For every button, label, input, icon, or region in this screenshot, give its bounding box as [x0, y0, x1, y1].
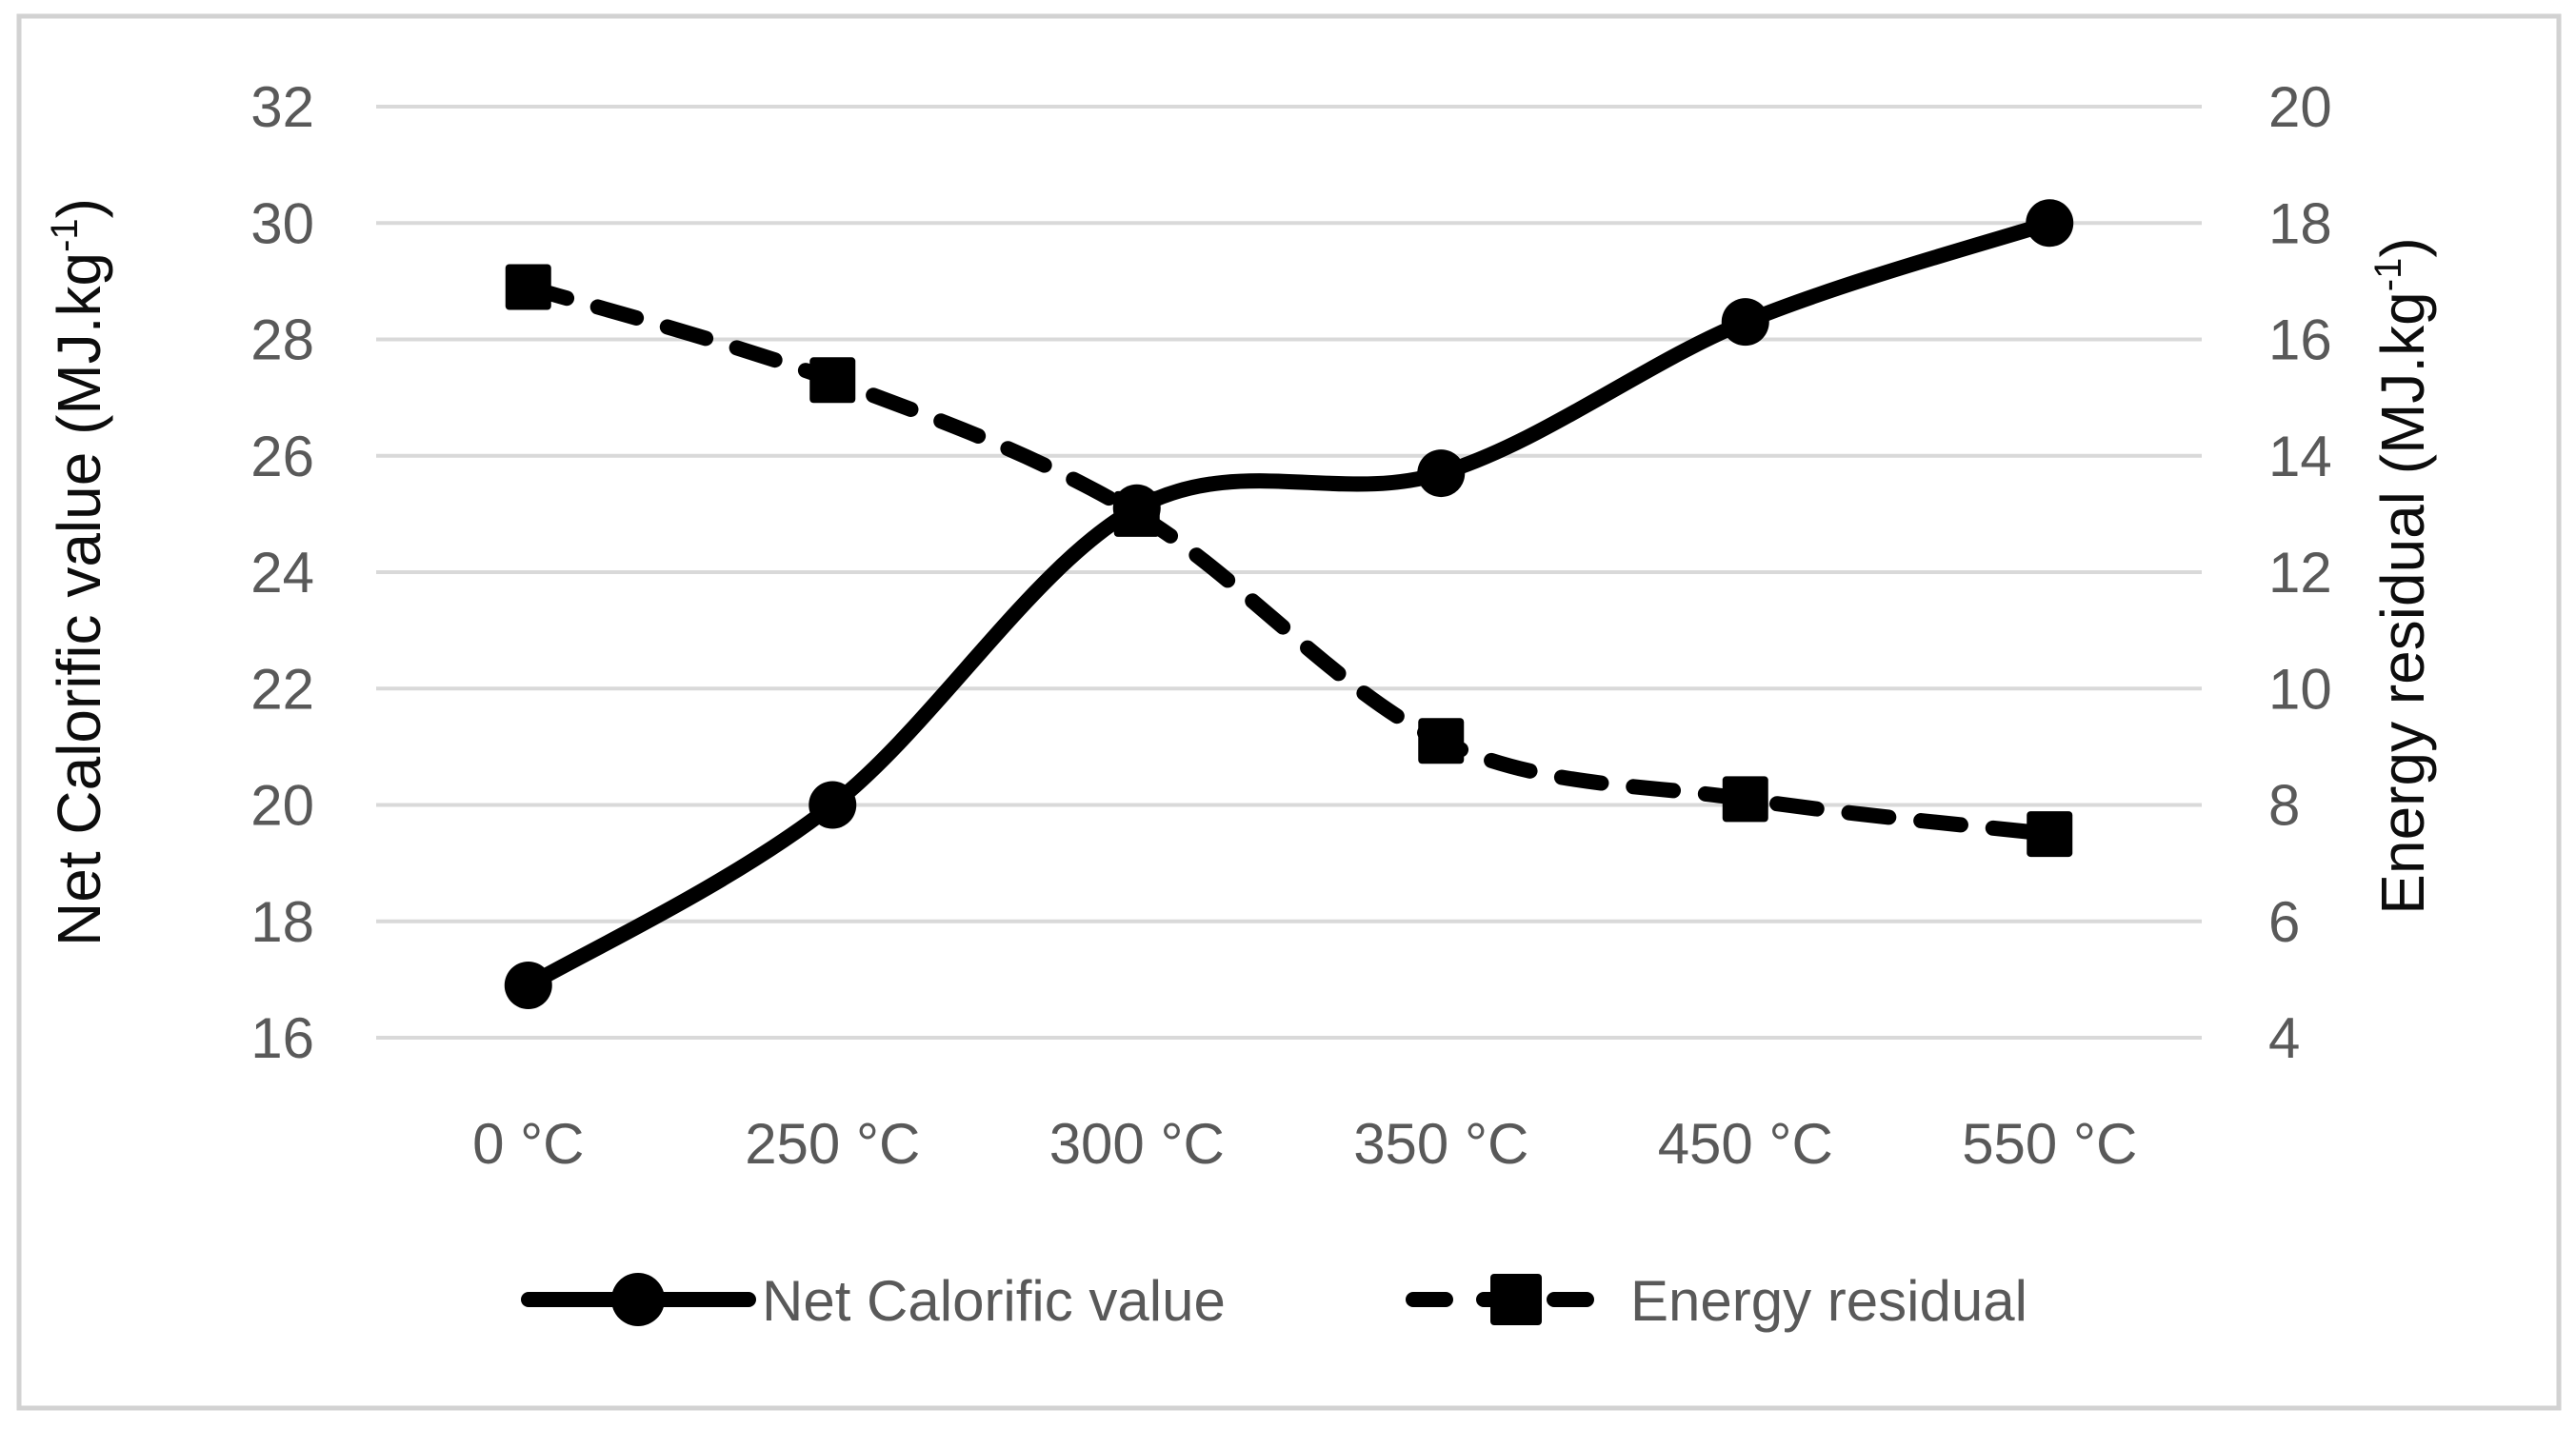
left-axis-tick-label: 20	[250, 774, 314, 838]
legend-label-energy-residual: Energy residual	[1630, 1269, 2027, 1333]
left-axis-tick-label: 32	[250, 75, 314, 139]
series-line-energy-residual	[520, 279, 2058, 843]
left-axis-tick-label: 26	[250, 425, 314, 488]
right-axis-tick-label: 12	[2268, 541, 2332, 605]
data-point-marker-net-calorific-value	[1417, 449, 1466, 498]
left-axis-title: Net Calorific value (MJ.kg-1)	[44, 198, 113, 946]
right-axis-tick-label: 20	[2268, 75, 2332, 139]
chart-border	[16, 13, 2562, 1411]
data-point-marker-energy-residual	[2027, 811, 2073, 858]
x-axis-tick-label: 350 °C	[1353, 1112, 1528, 1176]
data-point-marker-net-calorific-value	[1721, 298, 1769, 347]
legend-circle-marker-icon	[611, 1273, 665, 1326]
left-axis-tick-label: 24	[250, 541, 314, 605]
x-axis-tick-label: 450 °C	[1658, 1112, 1833, 1176]
data-point-marker-energy-residual	[505, 264, 551, 310]
x-axis-tick-label: 550 °C	[1962, 1112, 2137, 1176]
left-axis-tick-label: 16	[250, 1006, 314, 1070]
right-axis-tick-label: 18	[2268, 191, 2332, 255]
left-axis-tick-label: 30	[250, 191, 314, 255]
x-axis-tick-label: 250 °C	[745, 1112, 920, 1176]
right-axis-tick-label: 16	[2268, 308, 2332, 372]
data-point-marker-energy-residual	[1113, 490, 1160, 537]
data-point-marker-energy-residual	[809, 357, 856, 404]
right-axis-tick-label: 10	[2268, 657, 2332, 721]
left-axis-tick-label: 22	[250, 657, 314, 721]
right-axis-tick-label: 14	[2268, 425, 2332, 488]
legend-label-net-calorific-value: Net Calorific value	[762, 1269, 1226, 1333]
data-point-marker-net-calorific-value	[504, 961, 552, 1009]
right-axis-tick-label: 6	[2268, 890, 2300, 954]
data-point-marker-energy-residual	[1418, 718, 1465, 764]
data-point-marker-energy-residual	[1722, 776, 1768, 823]
legend-square-marker-icon	[1490, 1274, 1542, 1325]
left-axis-tick-label: 28	[250, 308, 314, 372]
data-point-marker-net-calorific-value	[2026, 199, 2074, 248]
left-axis-tick-label: 18	[250, 890, 314, 954]
right-axis-title: Energy residual (MJ.kg-1)	[2367, 237, 2437, 914]
right-axis-tick-label: 8	[2268, 774, 2300, 838]
right-axis-tick-label: 4	[2268, 1006, 2300, 1070]
x-axis-tick-label: 300 °C	[1049, 1112, 1225, 1176]
data-point-marker-net-calorific-value	[809, 781, 857, 829]
series-line-net-calorific-value	[520, 215, 2058, 993]
x-axis-tick-label: 0 °C	[472, 1112, 584, 1176]
